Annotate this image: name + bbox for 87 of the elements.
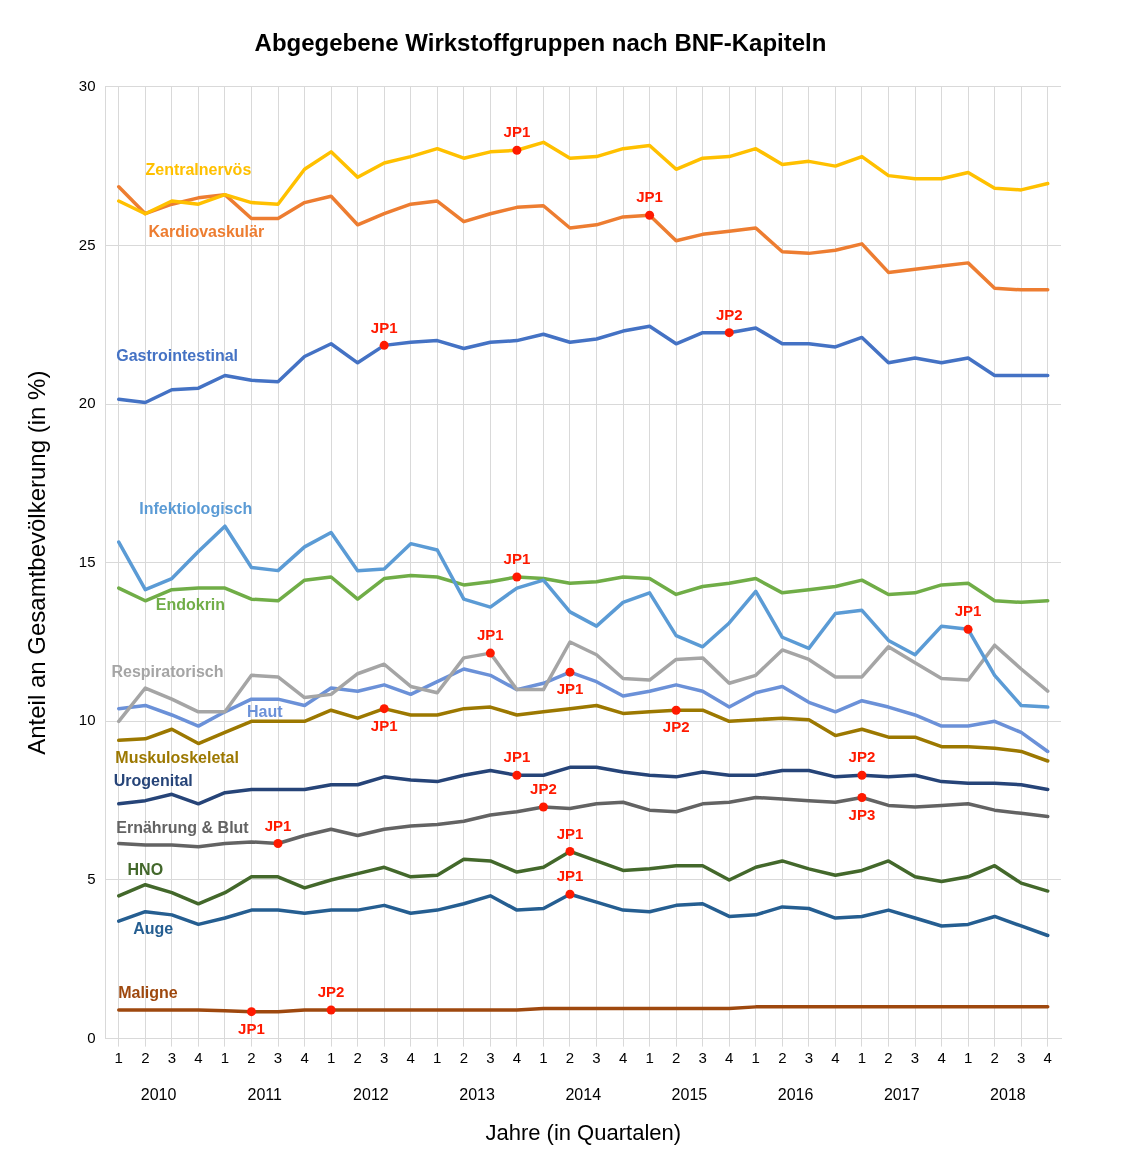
x-tick-label: 1 [751,1048,760,1066]
x-tick-label: 2 [990,1048,999,1066]
y-tick-label: 5 [87,870,96,888]
annotation: JP2 [530,780,557,798]
x-tick-label: 3 [592,1048,601,1066]
text: 2016 [777,1086,814,1104]
x-tick-label: 2 [778,1048,787,1066]
x-tick-label: 2 [884,1048,893,1066]
annotation: JP1 [556,680,584,698]
annotation: JP1 [636,188,663,206]
x-tick-label: 1 [220,1048,230,1066]
x-tick-label: 3 [167,1048,177,1066]
series-label: Urogenital [113,772,193,790]
series-label: Kardiovaskulär [148,223,265,241]
x-tick-label: 3 [273,1048,283,1066]
x-tick-label: 1 [114,1048,123,1066]
x-tick-label: 1 [326,1048,336,1066]
x-tick-label: 1 [539,1048,548,1066]
annotation: JP1 [954,602,982,620]
x-tick-label: 2 [565,1048,575,1066]
chart-title: Abgegebene Wirkstoffgruppen nach BNF-Kapiteln [254,29,827,57]
x-tick-label: 4 [937,1048,946,1066]
series-label: Endokrin [155,595,226,613]
y-tick-label: 10 [78,711,96,729]
x-tick-label: 2 [141,1048,150,1066]
text: 2017 [883,1086,920,1104]
annotation: JP3 [848,805,876,823]
y-axis-title: Anteil an Gesamtbevölkerung (in %) [23,370,51,755]
annotation: JP1 [476,626,504,644]
x-tick-label: 3 [910,1048,920,1066]
x-tick-label: 3 [486,1048,495,1066]
x-axis-title: Jahre (in Quartalen) [485,1119,682,1145]
annotation: JP2 [848,748,876,766]
series-label: HNO [127,861,164,879]
annotation: JP1 [503,123,531,141]
series-label: Gastrointestinal [116,346,239,364]
x-tick-label: 3 [804,1048,814,1066]
series-label: Infektiologisch [139,499,253,517]
x-tick-label: 4 [300,1048,309,1066]
series-label: Zentralnervös [145,160,252,178]
x-tick-label: 4 [831,1048,840,1066]
series-label: Auge [133,920,174,938]
x-tick-label: 1 [857,1048,867,1066]
text: 2015 [671,1086,708,1104]
series-label: Haut [246,702,284,720]
annotation: JP1 [556,824,584,842]
annotation: JP1 [370,716,398,734]
text: 2018 [990,1086,1026,1104]
x-tick-label: 2 [671,1048,681,1066]
annotation: JP1 [370,318,398,336]
series-label: Ernährung & Blut [116,819,250,837]
text: 2011 [247,1086,283,1104]
x-tick-label: 4 [194,1048,203,1066]
y-tick-label: 25 [78,235,96,253]
x-tick-label: 4 [1043,1048,1052,1066]
y-tick-label: 30 [78,76,96,94]
y-tick-label: 0 [87,1028,96,1046]
annotation: JP2 [317,983,345,1001]
x-tick-label: 3 [380,1048,389,1066]
series-label: Respiratorisch [111,663,224,681]
x-tick-label: 1 [433,1048,442,1066]
annotation: JP2 [662,718,690,736]
x-tick-label: 4 [725,1048,734,1066]
text: 2014 [565,1086,602,1104]
x-tick-label: 1 [645,1048,654,1066]
text: 2012 [353,1086,389,1104]
annotation: JP1 [264,816,292,834]
x-tick-label: 4 [512,1048,522,1066]
series-label: Muskuloskeletal [115,748,239,766]
x-tick-label: 3 [1017,1048,1026,1066]
x-tick-label: 4 [618,1048,628,1066]
text: 2013 [459,1086,495,1104]
x-tick-label: 2 [353,1048,362,1066]
annotation: JP1 [503,550,531,568]
y-tick-label: 20 [78,394,96,412]
annotation: JP2 [715,305,743,323]
x-tick-label: 3 [698,1048,707,1066]
y-tick-label: 15 [78,552,96,570]
annotation: JP1 [556,867,584,885]
annotation: JP1 [238,1019,265,1037]
annotation: JP1 [503,748,531,766]
x-tick-label: 2 [247,1048,256,1066]
x-tick-label: 1 [963,1048,973,1066]
series-label: Maligne [118,984,178,1002]
text: 2010 [140,1086,177,1104]
x-tick-label: 4 [406,1048,415,1066]
x-tick-label: 2 [459,1048,468,1066]
